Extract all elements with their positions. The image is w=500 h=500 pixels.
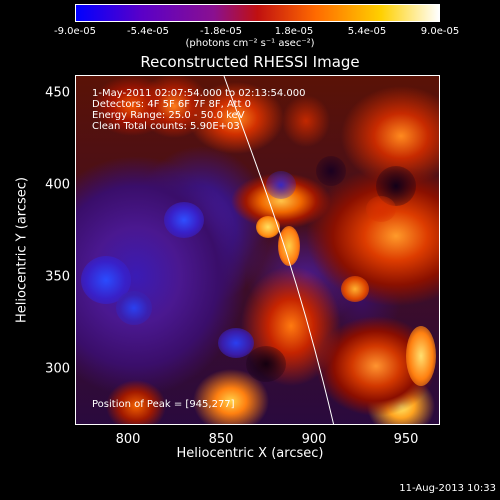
timestamp: 11-Aug-2013 10:33 [399, 483, 496, 494]
intensity-blob [256, 216, 280, 238]
intensity-blob [316, 156, 346, 186]
detectors-text: Detectors: 4F 5F 6F 7F 8F, Att 0 [92, 99, 252, 110]
y-tick-label: 300 [45, 361, 70, 377]
x-tick-label: 800 [115, 432, 141, 447]
y-tick-label: 350 [45, 269, 70, 285]
intensity-blob [406, 326, 436, 386]
peak-position-text: Position of Peak = [945,277] [92, 399, 235, 410]
solar-limb [223, 76, 335, 424]
intensity-blob [164, 202, 204, 238]
colorbar-tick: -9.0e-05 [54, 26, 96, 37]
y-tick-label: 450 [45, 85, 70, 101]
x-tick-label: 900 [301, 432, 327, 447]
intensity-blob [266, 171, 296, 199]
colorbar-tick: 9.0e-05 [420, 26, 460, 37]
x-axis-label: Heliocentric X (arcsec) [176, 446, 324, 461]
colorbar-units: (photons cm⁻² s⁻¹ asec⁻²) [185, 38, 315, 49]
y-tick-label: 400 [45, 177, 70, 193]
plot-title: Reconstructed RHESSI Image [140, 53, 360, 71]
colorbar-tick: 5.4e-05 [347, 26, 387, 37]
intensity-blob [218, 328, 254, 358]
colorbar [75, 4, 440, 22]
energy-range-text: Energy Range: 25.0 - 50.0 keV [92, 110, 245, 121]
intensity-blob [278, 226, 300, 266]
clean-counts-text: Clean Total counts: 5.90E+03 [92, 121, 240, 132]
intensity-blob [366, 196, 396, 222]
intensity-blob [341, 276, 369, 302]
time-range-text: 1-May-2011 02:07:54.000 to 02:13:54.000 [92, 88, 306, 99]
y-axis-label: Heliocentric Y (arcsec) [14, 177, 30, 323]
x-tick-label: 850 [208, 432, 234, 447]
rhessi-image: 1-May-2011 02:07:54.000 to 02:13:54.000 … [75, 75, 440, 425]
intensity-blob [116, 291, 152, 325]
colorbar-tick: 1.8e-05 [274, 26, 314, 37]
intensity-blob [246, 346, 286, 382]
colorbar-tick: -5.4e-05 [127, 26, 169, 37]
colorbar-tick: -1.8e-05 [200, 26, 242, 37]
x-tick-label: 950 [393, 432, 419, 447]
